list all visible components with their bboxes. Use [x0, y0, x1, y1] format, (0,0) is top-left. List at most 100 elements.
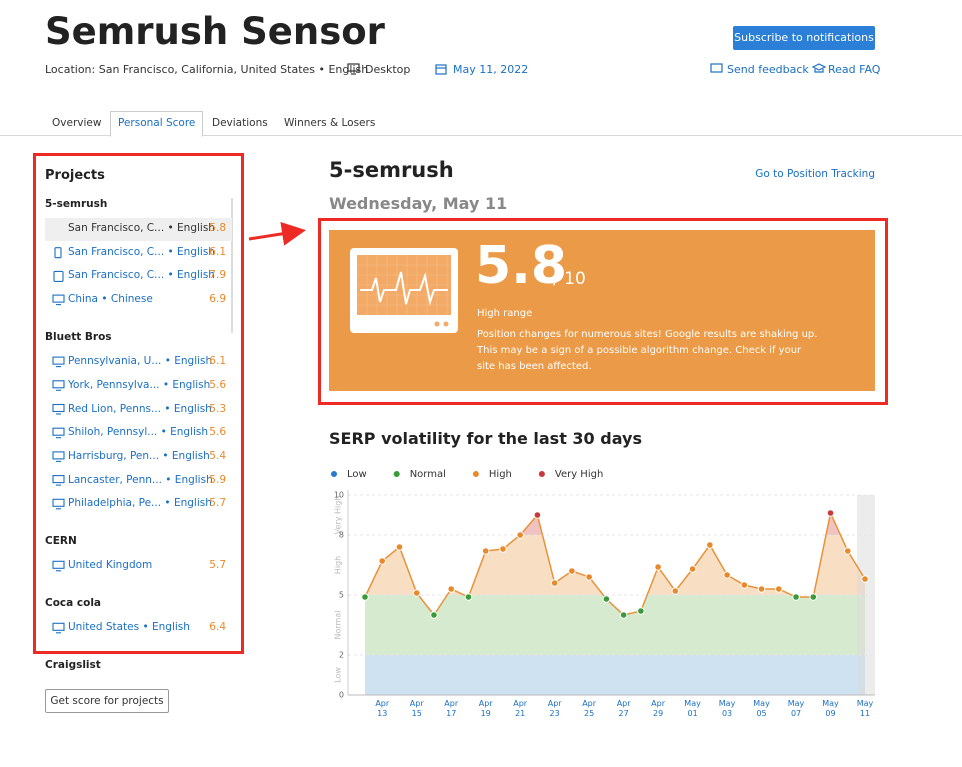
score-button[interactable]: Get score for projects	[45, 689, 169, 713]
x-tick-label: Apr 19	[478, 699, 493, 718]
project-row[interactable]: York, Pennsylva... • English	[68, 379, 210, 391]
point	[843, 547, 852, 555]
project-row[interactable]: China • Chinese	[68, 293, 153, 305]
language: • English	[164, 355, 213, 368]
x-tick-label: May 03	[718, 699, 736, 718]
date-picker[interactable]: May 11, 2022	[453, 63, 529, 76]
highlight-box	[318, 218, 888, 405]
y-tick-label: 2	[339, 651, 344, 660]
point	[740, 581, 749, 589]
y-tick-label: 5	[339, 591, 344, 600]
language: • English	[162, 449, 210, 462]
project-row[interactable]: United States • English	[68, 621, 190, 633]
language: • English	[142, 621, 190, 634]
device-icon	[52, 427, 65, 439]
icon-part	[52, 498, 65, 507]
project-row[interactable]: Shiloh, Pennsyl... • English	[68, 426, 208, 438]
language: • English	[167, 269, 215, 282]
icon-part	[52, 403, 65, 413]
project-row[interactable]: San Francisco, C... • English	[68, 222, 215, 234]
tab[interactable]: Winners & Losers	[277, 111, 383, 135]
legend-label: Very High	[555, 469, 603, 480]
group-name: CERN	[45, 535, 77, 548]
device-icon	[54, 247, 62, 259]
sidebar-title: Projects	[45, 168, 105, 183]
project-row[interactable]: Harrisburg, Pen... • English	[68, 450, 210, 462]
device-icon	[52, 356, 65, 368]
icon-part	[53, 270, 64, 282]
location: Red Lion, Penns...	[68, 402, 162, 415]
score-max: / 10	[553, 269, 586, 289]
legend-marker	[472, 471, 479, 477]
project-row[interactable]: San Francisco, C... • English	[68, 246, 215, 258]
icon-part	[54, 247, 62, 259]
score-description: Position changes for numerous sites! Goo…	[477, 329, 818, 372]
group-name: 5-semrush	[45, 198, 108, 210]
icon-part	[52, 427, 65, 436]
legend-label: Low	[347, 469, 367, 480]
score: 7.9	[209, 269, 226, 282]
point	[809, 593, 818, 601]
tracking-link[interactable]: Go to Position Tracking	[755, 168, 875, 180]
x-tick-label: Apr 29	[651, 699, 666, 718]
x-tick-label: Apr 27	[616, 699, 631, 718]
point	[723, 571, 731, 579]
icon-part	[52, 475, 65, 484]
point	[499, 545, 507, 553]
point	[757, 585, 766, 593]
language: • English	[167, 245, 215, 258]
point	[654, 563, 662, 571]
tab[interactable]: Personal Score	[110, 111, 204, 137]
score: 6.1	[209, 245, 226, 258]
highlight-box	[33, 153, 244, 654]
score: 6.9	[209, 293, 226, 306]
location: Lancaster, Penn...	[68, 473, 162, 486]
location: United States	[68, 621, 140, 634]
location: Pennsylvania, U...	[68, 355, 162, 368]
point	[412, 589, 421, 597]
zone-area	[365, 655, 865, 695]
x-tick-label: Apr 23	[547, 699, 562, 718]
legend-label: Normal	[410, 469, 446, 480]
project-row[interactable]: Philadelphia, Pe... • English	[68, 497, 212, 509]
point	[774, 585, 783, 593]
score: 5.6	[209, 426, 226, 439]
y-tick-label: 8	[339, 531, 344, 540]
location: Location: San Francisco, California, Uni…	[45, 63, 369, 76]
project-row[interactable]: Red Lion, Penns... • English	[68, 403, 212, 415]
language: • English	[167, 222, 215, 234]
location: China	[68, 293, 98, 306]
location: York, Pennsylva...	[68, 378, 160, 391]
project-row[interactable]: San Francisco, C... • English	[68, 269, 215, 281]
project-row[interactable]: Pennsylvania, U... • English	[68, 355, 212, 367]
location: Harrisburg, Pen...	[68, 449, 160, 462]
language: • English	[165, 473, 213, 486]
point	[378, 557, 387, 565]
tab[interactable]: Deviations	[205, 111, 275, 135]
y-tick-label: 10	[334, 491, 344, 500]
score: 5.9	[209, 473, 226, 486]
device: Desktop	[365, 63, 411, 76]
zone-area	[365, 595, 865, 655]
feedback-link[interactable]: Send feedback	[727, 63, 809, 76]
project-date: Wednesday, May 11	[329, 194, 508, 213]
score: 5.6	[209, 378, 226, 391]
page-title: Semrush Sensor	[45, 10, 385, 53]
language: • English	[164, 497, 212, 510]
location: Philadelphia, Pe...	[68, 497, 162, 510]
x-tick-label: Apr 15	[409, 699, 424, 718]
point	[430, 611, 438, 619]
tab[interactable]: Overview	[45, 111, 109, 135]
arrow	[248, 221, 306, 246]
location: San Francisco, C...	[68, 245, 165, 258]
point	[550, 579, 559, 587]
icon-part	[52, 380, 65, 389]
subscribe-button[interactable]: Subscribe to notifications	[733, 26, 875, 50]
point	[585, 573, 593, 581]
project-row[interactable]: United Kingdom	[68, 559, 152, 571]
group-name: Coca cola	[45, 597, 102, 610]
faq-link[interactable]: Read FAQ	[828, 63, 881, 76]
x-tick-label: May 05	[753, 699, 770, 718]
project-row[interactable]: Lancaster, Penn... • English	[68, 474, 213, 486]
x-tick-label: Apr 21	[513, 699, 528, 718]
